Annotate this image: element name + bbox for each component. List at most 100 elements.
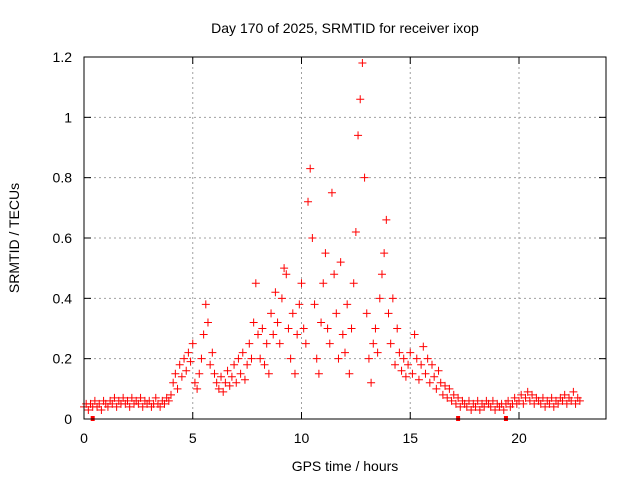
plot-border [83, 56, 607, 420]
data-point [156, 402, 165, 411]
data-point [547, 393, 556, 402]
data-point [360, 173, 369, 182]
data-point [108, 399, 117, 408]
data-point [273, 318, 282, 327]
data-point [127, 393, 136, 402]
data-point [423, 354, 432, 363]
data-point [338, 330, 347, 339]
data-point [280, 264, 289, 273]
data-point [190, 378, 199, 387]
data-point [571, 399, 580, 408]
data-point [356, 95, 365, 104]
data-point [206, 360, 215, 369]
data-point [238, 348, 247, 357]
data-point [515, 396, 523, 405]
data-point [184, 348, 193, 357]
data-point [330, 270, 339, 279]
data-point [558, 396, 567, 405]
data-point [323, 324, 332, 333]
x-tick-label: 15 [402, 430, 418, 446]
data-point [314, 369, 323, 378]
data-point [103, 402, 112, 411]
data-point [375, 294, 384, 303]
data-point [454, 393, 463, 402]
data-point [404, 360, 413, 369]
data-point [362, 309, 371, 318]
data-point [236, 369, 245, 378]
data-point [562, 399, 571, 408]
data-point [134, 399, 143, 408]
data-point [251, 279, 260, 288]
data-point [401, 372, 410, 381]
data-point [545, 399, 554, 408]
data-point [219, 387, 228, 396]
data-point [327, 188, 336, 197]
data-point [214, 384, 223, 393]
data-point [193, 384, 202, 393]
data-point [441, 381, 450, 390]
data-point [334, 354, 343, 363]
data-point [549, 402, 558, 411]
data-point [201, 300, 210, 309]
data-point [369, 339, 378, 348]
data-point [488, 396, 497, 405]
data-point [145, 396, 154, 405]
data-points [80, 59, 584, 414]
data-point [262, 339, 271, 348]
data-point [288, 309, 297, 318]
data-point [434, 366, 443, 375]
data-point [504, 396, 513, 405]
data-point [364, 354, 373, 363]
data-point [293, 330, 302, 339]
data-point [175, 360, 184, 369]
data-point [212, 378, 221, 387]
data-point [421, 369, 430, 378]
x-tick-label: 5 [189, 430, 197, 446]
data-point [528, 390, 537, 399]
data-point [295, 300, 304, 309]
data-point [388, 294, 397, 303]
data-point [317, 318, 326, 327]
data-point [354, 131, 363, 140]
data-point [406, 348, 415, 357]
data-point [367, 378, 376, 387]
x-tick-labels: 0 5 10 15 20 [80, 430, 527, 446]
data-point [412, 354, 421, 363]
data-point [260, 360, 269, 369]
data-point [410, 330, 419, 339]
data-point [171, 369, 180, 378]
data-point [521, 393, 530, 402]
data-point [230, 360, 239, 369]
y-tick-label: 0.6 [53, 230, 73, 246]
data-point [451, 399, 460, 408]
data-point [471, 402, 480, 411]
data-point [301, 339, 310, 348]
data-point [264, 369, 273, 378]
data-point [180, 354, 189, 363]
data-point [138, 402, 147, 411]
data-point [312, 354, 321, 363]
data-point [380, 249, 389, 258]
data-point [227, 372, 236, 381]
data-point [97, 405, 106, 414]
data-point [569, 387, 578, 396]
data-point [428, 360, 436, 369]
data-point [419, 342, 428, 351]
data-point [221, 378, 230, 387]
data-point [399, 354, 408, 363]
data-point [473, 396, 482, 405]
data-point [499, 405, 508, 414]
data-point [240, 375, 249, 384]
data-point [541, 402, 550, 411]
data-point [199, 330, 208, 339]
data-point [449, 390, 458, 399]
data-point [275, 339, 284, 348]
data-point [377, 270, 386, 279]
y-tick-label: 0.2 [53, 351, 73, 367]
data-point [243, 360, 252, 369]
data-point [245, 339, 254, 348]
x-axis-title: GPS time / hours [292, 458, 399, 474]
y-axis-title: SRMTID / TECUs [6, 183, 22, 293]
data-point [297, 279, 306, 288]
data-point [151, 393, 160, 402]
